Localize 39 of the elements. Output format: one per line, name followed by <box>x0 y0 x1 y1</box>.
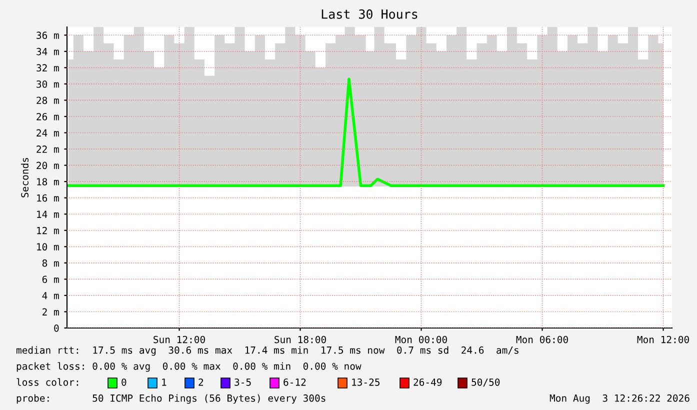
text: median rtt: 17.5 ms avg 30.6 ms max 17.4 ms min 17.5 ms now 0.7 ms sd 24.6 am/s <box>16 346 518 356</box>
y-tick-label: 12 m <box>37 226 59 234</box>
y-tick-label: 20 m <box>36 162 59 170</box>
y-tick-label: 0 <box>54 324 59 332</box>
x-tick-label: Mon 12:00 <box>637 336 689 344</box>
y-tick-label: 10 m <box>37 243 59 251</box>
text: 50/50 <box>472 378 500 387</box>
y-tick-label: 18 m <box>37 178 59 186</box>
y-tick-label: 34 m <box>36 48 59 56</box>
y-tick-label: 16 m <box>37 194 59 202</box>
text: loss color: <box>16 378 78 386</box>
y-tick-label: 6 m <box>42 276 59 284</box>
text: 2 <box>198 378 204 386</box>
y-tick-label: 14 m <box>37 210 59 218</box>
y-tick-label: 22 m <box>36 146 59 153</box>
x-tick-label: Sun 18:00 <box>274 336 326 344</box>
y-tick-label: 36 m <box>36 32 59 39</box>
text: packet loss: 0.00 % avg 0.00 % max 0.00 % min 0.00 % now <box>16 362 362 372</box>
y-tick-label: 28 m <box>36 96 59 104</box>
text: 13-25 <box>352 378 380 386</box>
y-tick-label: 8 m <box>42 259 59 267</box>
y-tick-label: 26 m <box>36 112 59 120</box>
x-tick-label: Mon 06:00 <box>516 336 568 344</box>
chart-title: Last 30 Hours <box>322 9 418 19</box>
y-tick-label: 24 m <box>36 129 59 136</box>
y-tick-label: 30 m <box>36 80 59 88</box>
text: 3-5 <box>234 378 251 386</box>
text: 26-49 <box>414 378 442 386</box>
y-tick-label: 32 m <box>36 64 59 72</box>
text: 6-12 <box>284 378 306 386</box>
text: 0 <box>122 378 126 386</box>
text: Mon Aug 3 12:26:22 2026 <box>550 394 690 404</box>
x-tick-label: Mon 00:00 <box>395 336 447 344</box>
y-tick-label: 4 m <box>42 292 59 300</box>
text: 1 <box>162 378 166 386</box>
y-tick-label: 2 m <box>42 308 59 316</box>
text: probe: 50 ICMP Echo Pings (56 Bytes) every 300s <box>16 394 326 404</box>
y-axis-title: Seconds <box>20 158 29 198</box>
x-tick-label: Sun 12:00 <box>154 336 205 344</box>
